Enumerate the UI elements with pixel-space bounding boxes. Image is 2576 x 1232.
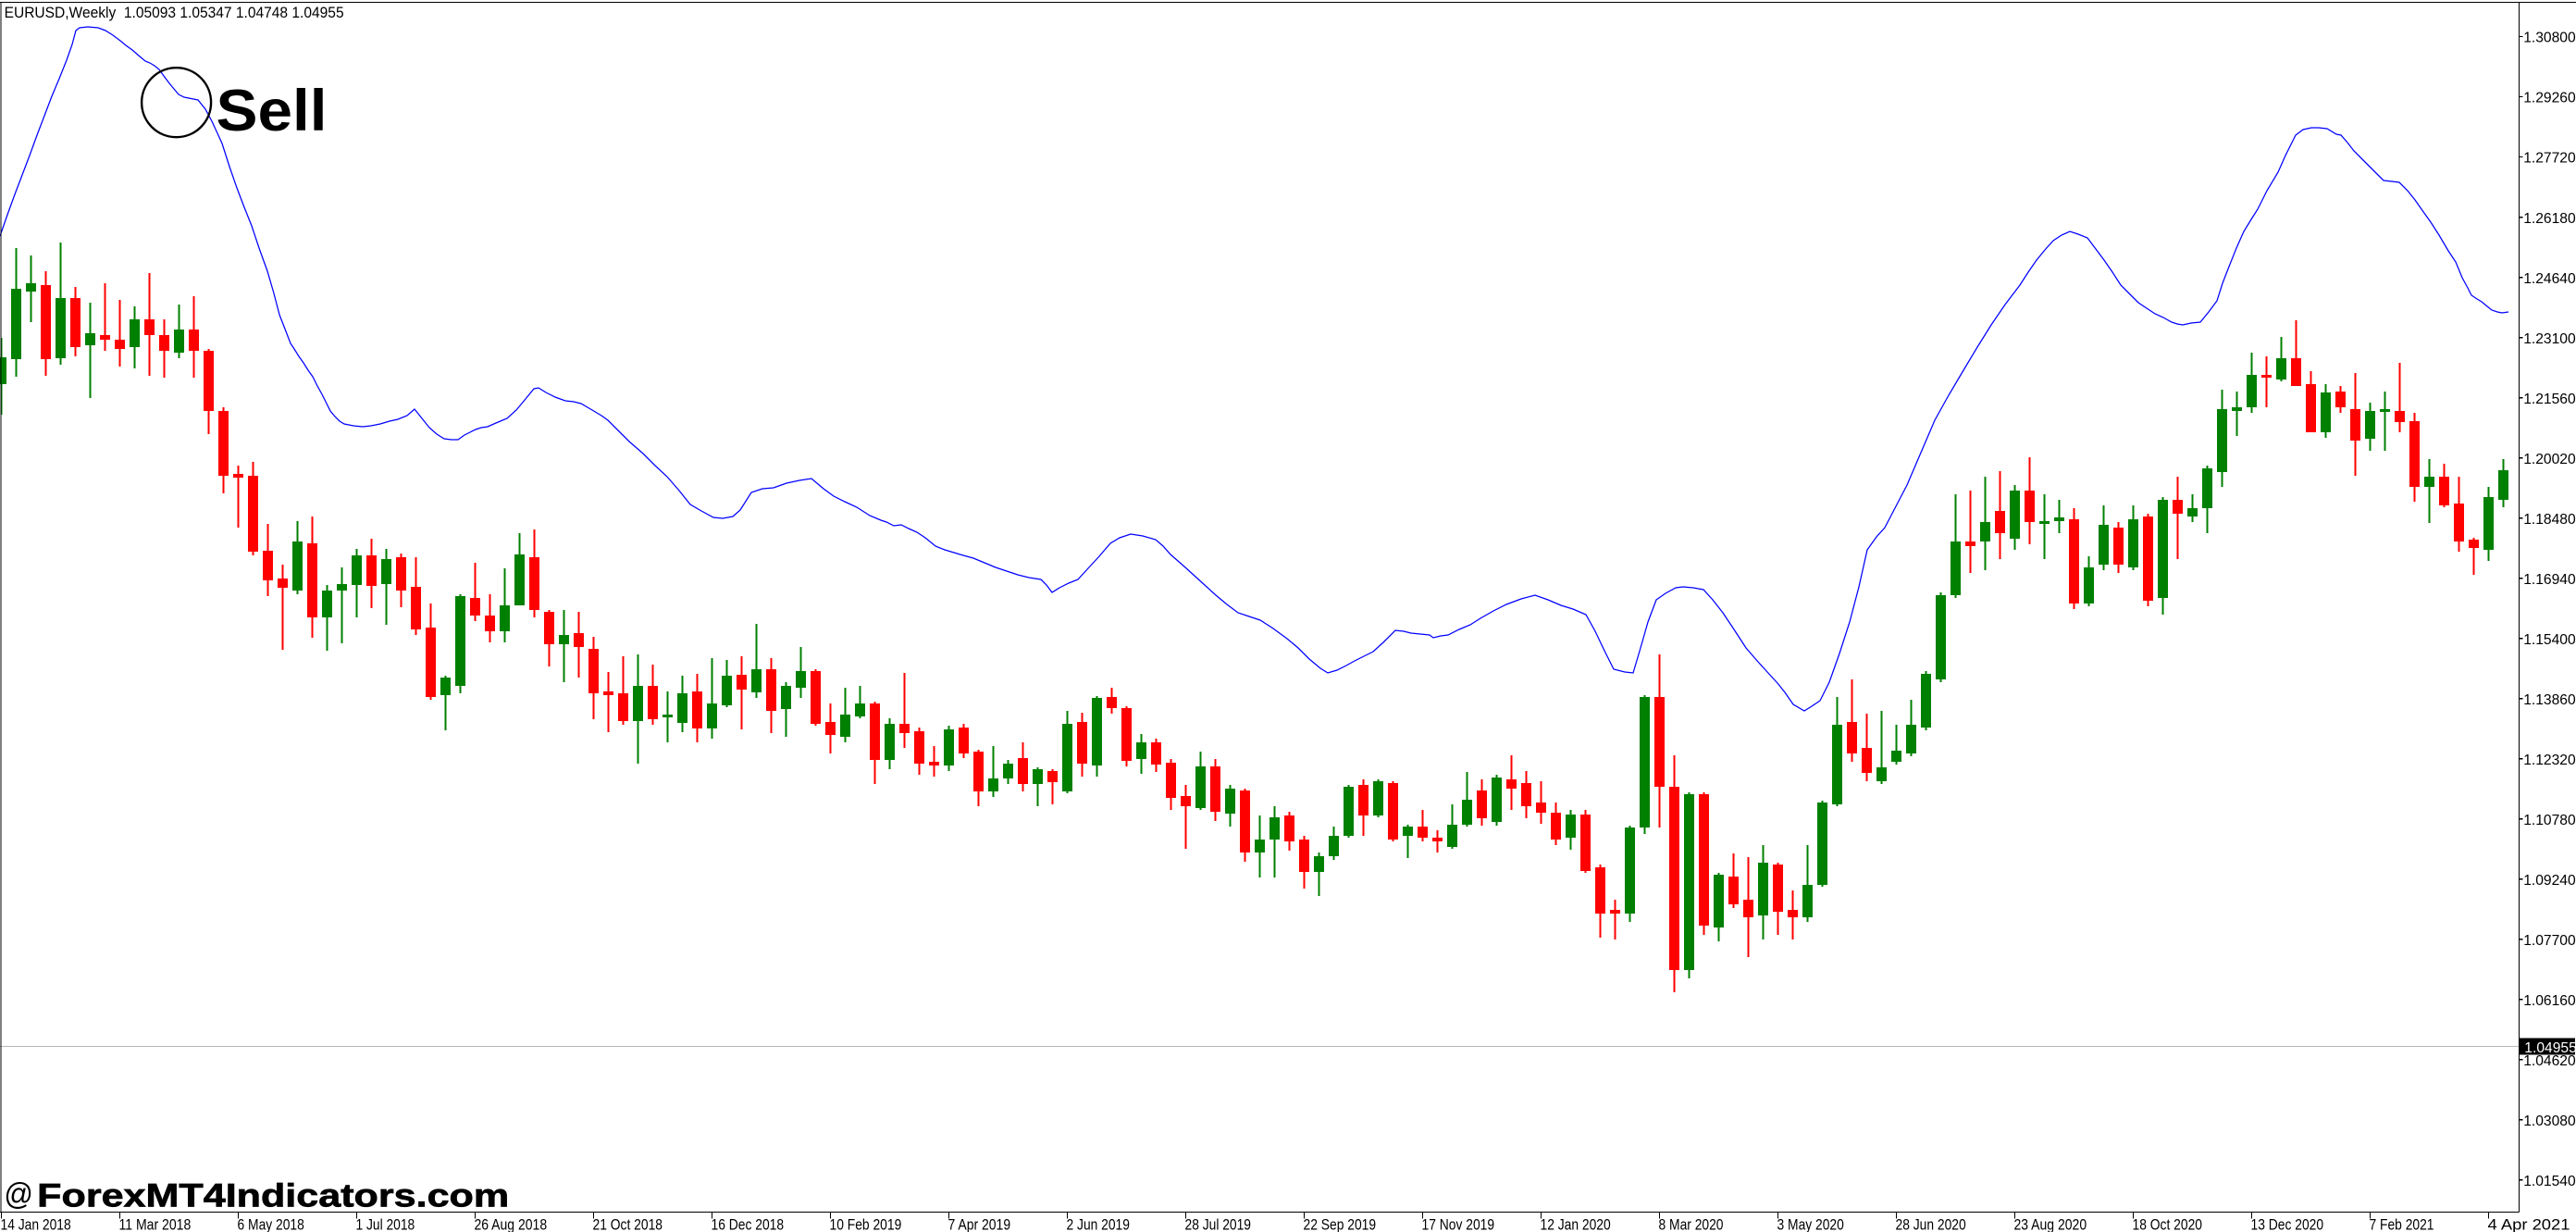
svg-text:1.10780: 1.10780 — [2523, 813, 2576, 828]
svg-text:6 May 2018: 6 May 2018 — [238, 1217, 304, 1232]
svg-text:11 Mar 2018: 11 Mar 2018 — [119, 1217, 192, 1232]
svg-text:1.15400: 1.15400 — [2523, 632, 2576, 648]
svg-text:1.20020: 1.20020 — [2523, 452, 2576, 467]
svg-text:1.24640: 1.24640 — [2523, 271, 2576, 287]
svg-text:14 Jan 2018: 14 Jan 2018 — [1, 1217, 71, 1232]
svg-text:22 Sep 2019: 22 Sep 2019 — [1304, 1217, 1377, 1232]
svg-text:3 May 2020: 3 May 2020 — [1777, 1217, 1844, 1232]
svg-text:12 Jan 2020: 12 Jan 2020 — [1541, 1217, 1611, 1232]
svg-text:1.29260: 1.29260 — [2523, 91, 2576, 106]
svg-text:ForexMT4Indicators.com: ForexMT4Indicators.com — [37, 1176, 509, 1213]
svg-text:7 Feb 2021: 7 Feb 2021 — [2370, 1217, 2434, 1232]
svg-text:1.07700: 1.07700 — [2523, 933, 2576, 949]
svg-text:1.12320: 1.12320 — [2523, 753, 2576, 768]
svg-text:1.27720: 1.27720 — [2523, 151, 2576, 167]
svg-text:1.21560: 1.21560 — [2523, 392, 2576, 407]
svg-text:Sell: Sell — [217, 79, 328, 143]
svg-text:1 Jul 2018: 1 Jul 2018 — [356, 1217, 415, 1232]
svg-text:1.16940: 1.16940 — [2523, 572, 2576, 588]
svg-text:21 Oct 2018: 21 Oct 2018 — [593, 1217, 663, 1232]
svg-text:1.18480: 1.18480 — [2523, 512, 2576, 528]
svg-text:17 Nov 2019: 17 Nov 2019 — [1422, 1217, 1495, 1232]
svg-text:1.23100: 1.23100 — [2523, 331, 2576, 347]
svg-text:23 Aug 2020: 23 Aug 2020 — [2014, 1217, 2087, 1232]
svg-text:1.04955: 1.04955 — [2524, 1040, 2576, 1056]
svg-text:7 Apr 2019: 7 Apr 2019 — [948, 1217, 1011, 1232]
svg-text:1.13860: 1.13860 — [2523, 692, 2576, 708]
svg-text:1.04620: 1.04620 — [2523, 1053, 2576, 1069]
svg-text:1.01540: 1.01540 — [2523, 1174, 2576, 1189]
svg-text:1.26180: 1.26180 — [2523, 211, 2576, 227]
svg-text:EURUSD,Weekly 1.05093 1.05347: EURUSD,Weekly 1.05093 1.05347 1.04748 1.… — [5, 5, 344, 21]
svg-text:28 Jun 2020: 28 Jun 2020 — [1896, 1217, 1966, 1232]
svg-text:2 Jun 2019: 2 Jun 2019 — [1067, 1217, 1130, 1232]
svg-text:18 Oct 2020: 18 Oct 2020 — [2133, 1217, 2203, 1232]
svg-text:1.03080: 1.03080 — [2523, 1114, 2576, 1129]
svg-text:13 Dec 2020: 13 Dec 2020 — [2251, 1217, 2324, 1232]
svg-text:@: @ — [4, 1176, 33, 1211]
svg-text:16 Dec 2018: 16 Dec 2018 — [712, 1217, 785, 1232]
svg-text:26 Aug 2018: 26 Aug 2018 — [475, 1217, 548, 1232]
svg-text:1.30800: 1.30800 — [2523, 31, 2576, 46]
svg-text:10 Feb 2019: 10 Feb 2019 — [830, 1217, 902, 1232]
svg-text:1.06160: 1.06160 — [2523, 993, 2576, 1009]
svg-text:4 Apr 2021: 4 Apr 2021 — [2488, 1217, 2570, 1232]
svg-text:8 Mar 2020: 8 Mar 2020 — [1659, 1217, 1724, 1232]
svg-text:28 Jul 2019: 28 Jul 2019 — [1185, 1217, 1252, 1232]
svg-text:1.09240: 1.09240 — [2523, 873, 2576, 889]
